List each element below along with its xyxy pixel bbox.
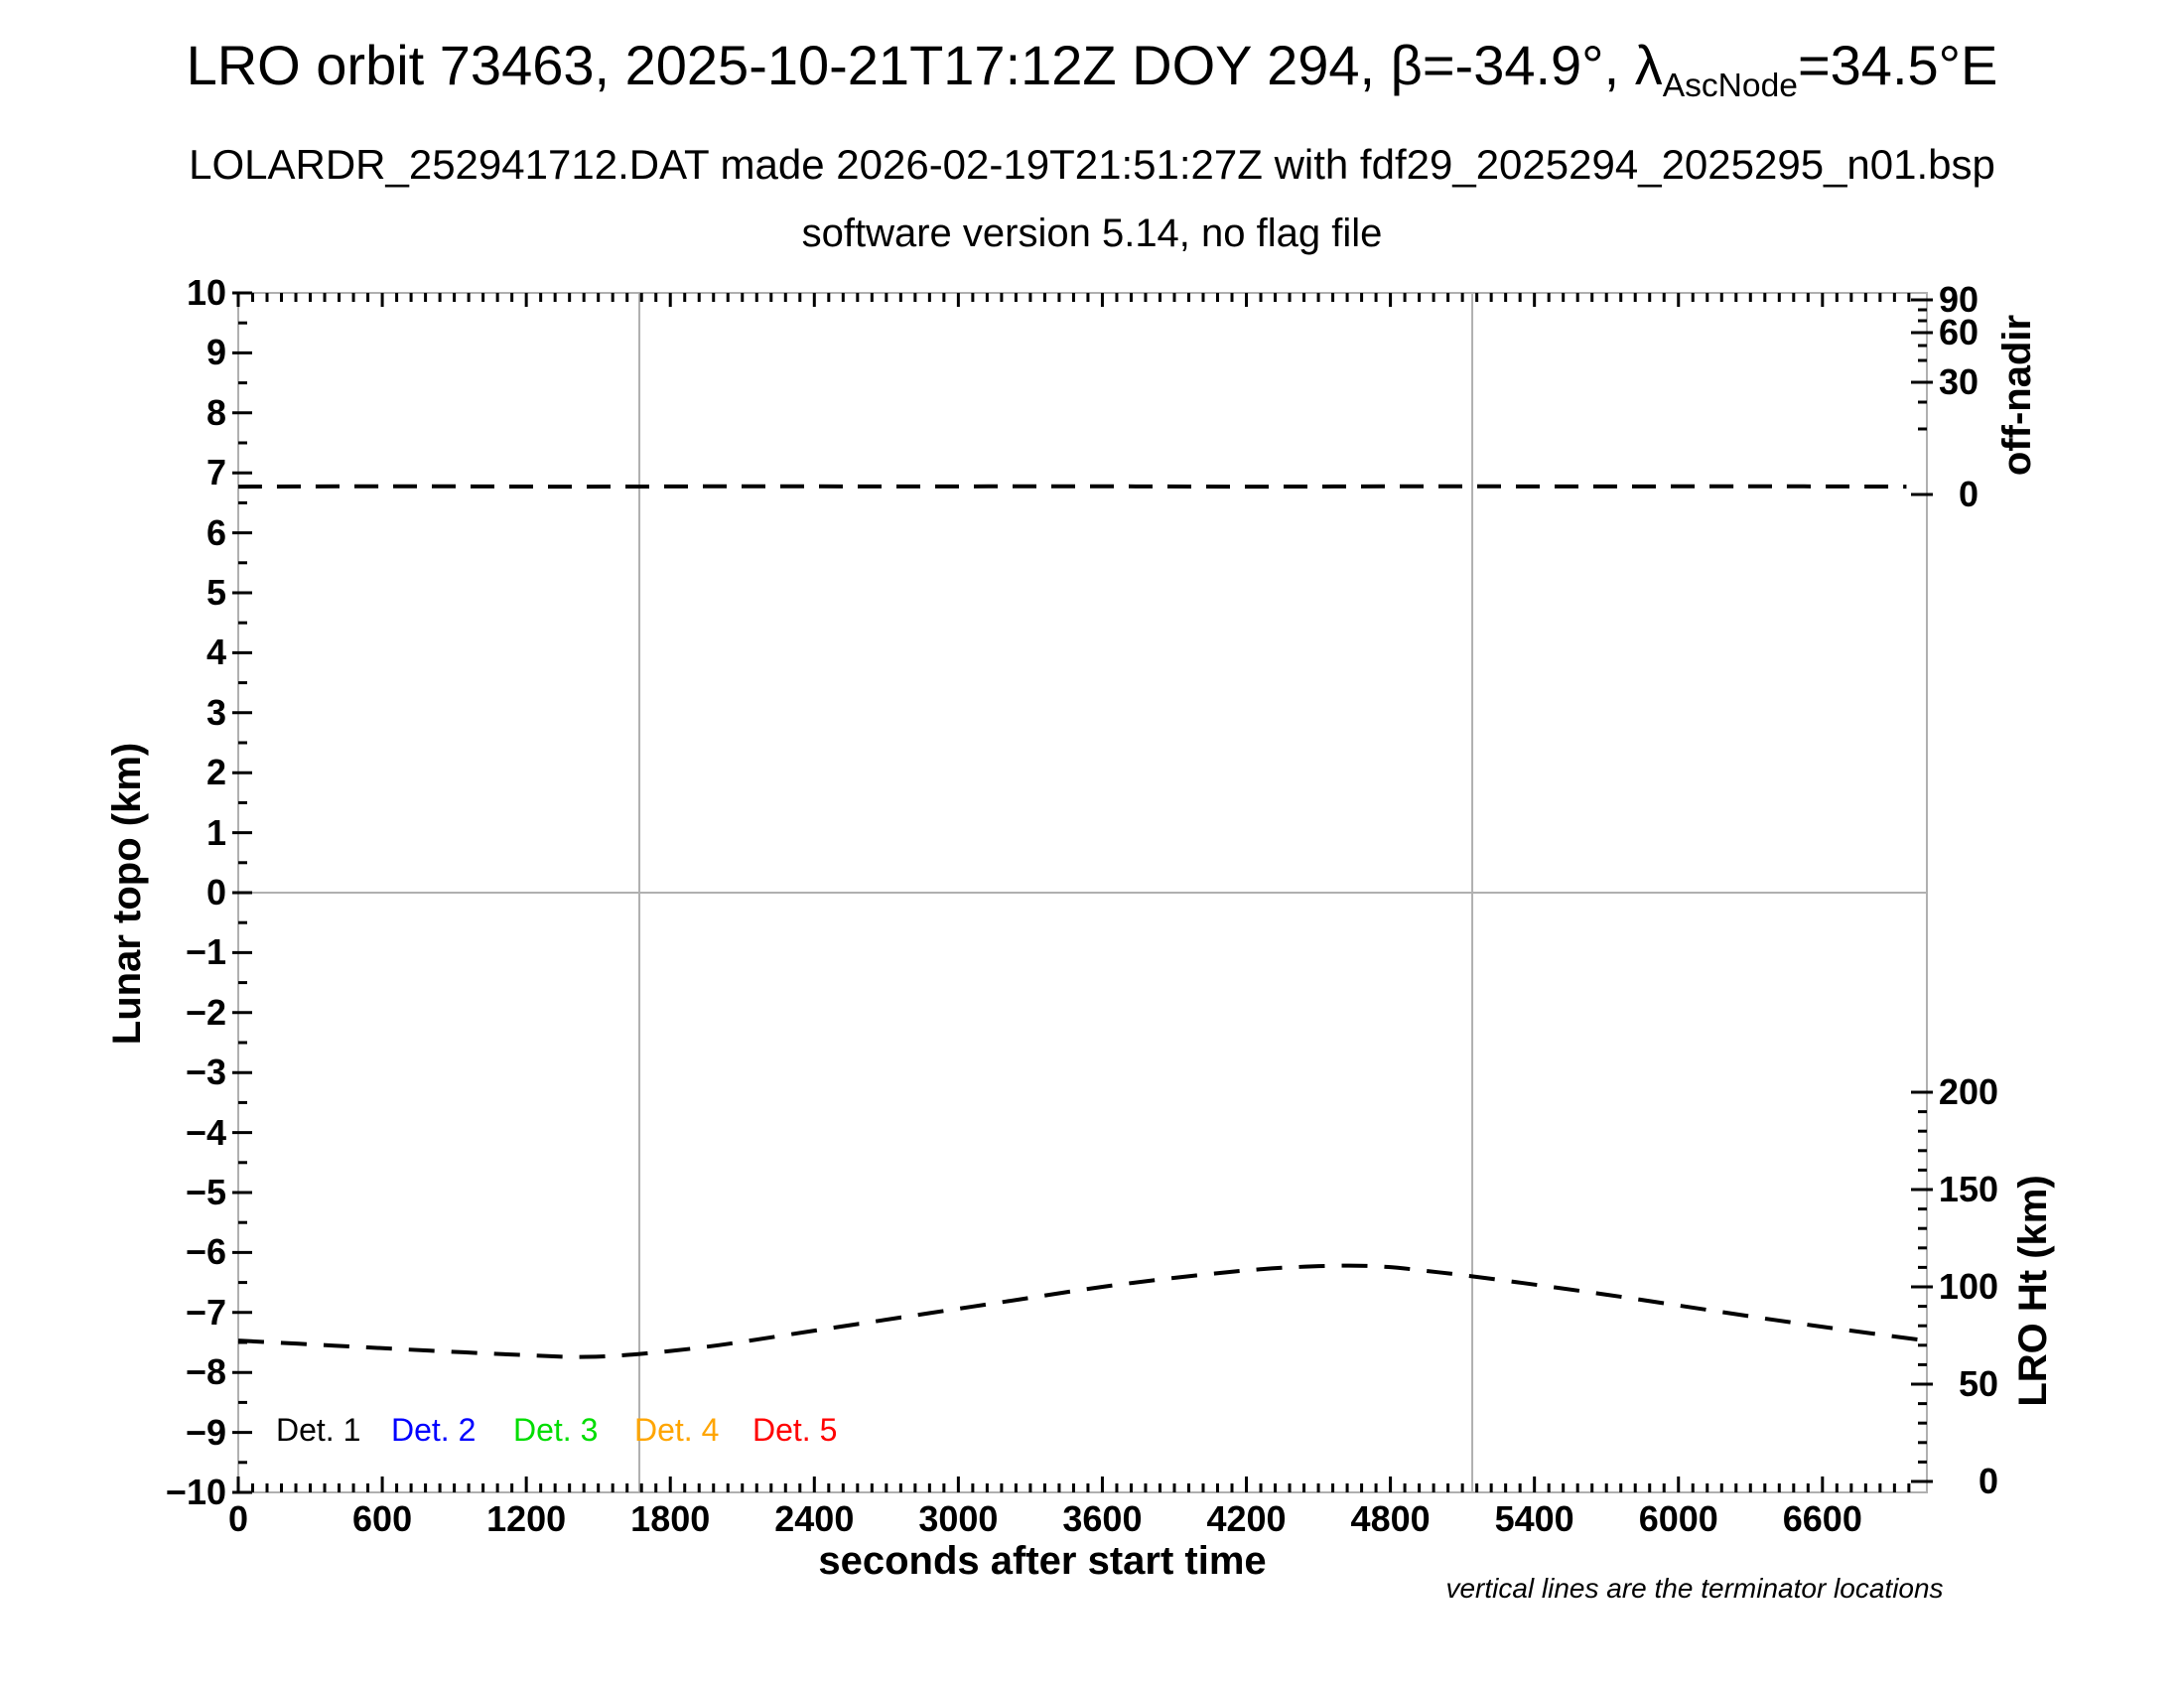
title-suffix: =34.5°E — [1797, 34, 1998, 96]
x-axis-title: seconds after start time — [818, 1539, 1267, 1583]
y-axis-title-left: Lunar topo (km) — [105, 742, 149, 1046]
x-tick-label: 1800 — [630, 1498, 711, 1539]
off-nadir-tick-label: 0 — [1958, 474, 1979, 514]
topo-tick-label: 9 — [205, 332, 226, 373]
subtitle-software: software version 5.14, no flag file — [801, 211, 1383, 255]
legend-item-det-2: Det. 2 — [391, 1412, 477, 1448]
topo-tick-label: 4 — [205, 632, 226, 673]
terminator-footnote: vertical lines are the terminator locati… — [1445, 1573, 1944, 1604]
off-nadir-tick-label: 90 — [1938, 279, 1979, 320]
topo-tick-label: −9 — [185, 1411, 226, 1453]
topo-tick-label: −10 — [165, 1472, 226, 1512]
topo-tick-label: 3 — [205, 691, 226, 733]
topo-tick-label: 10 — [186, 272, 226, 313]
topo-tick-label: 2 — [205, 752, 226, 793]
lro-ht-tick-label: 50 — [1958, 1363, 1998, 1404]
lro-ht-tick-label: 200 — [1938, 1071, 1998, 1112]
off-nadir-tick-label: 30 — [1938, 361, 1979, 402]
topo-tick-label: −6 — [185, 1231, 226, 1273]
x-tick-label: 4200 — [1206, 1498, 1287, 1539]
topo-tick-label: 0 — [205, 872, 226, 913]
off-nadir-tick-label: 60 — [1938, 312, 1979, 352]
topo-tick-label: −8 — [185, 1351, 226, 1393]
topo-tick-label: 1 — [205, 811, 226, 853]
series-LRO-height — [237, 1263, 1928, 1359]
x-tick-label: 6600 — [1782, 1498, 1862, 1539]
y-axis-title-off-nadir: off-nadir — [1995, 314, 2039, 477]
topo-tick-label: −2 — [185, 991, 226, 1033]
y-axis-title-lro-height: LRO Ht (km) — [2011, 1175, 2055, 1407]
x-tick-label: 4800 — [1350, 1498, 1431, 1539]
subtitle-file-info: LOLARDR_252941712.DAT made 2026-02-19T21… — [189, 141, 1995, 188]
x-tick-label: 5400 — [1494, 1498, 1574, 1539]
topo-tick-label: 5 — [205, 572, 226, 613]
title-prefix: LRO orbit 73463, 2025-10-21T17:12Z DOY 2… — [186, 34, 1663, 96]
topo-tick-label: −1 — [185, 931, 226, 973]
lro-ht-tick-label: 150 — [1938, 1169, 1998, 1209]
legend-item-det-3: Det. 3 — [513, 1412, 599, 1448]
page-title: LRO orbit 73463, 2025-10-21T17:12Z DOY 2… — [0, 34, 2184, 118]
x-tick-label: 2400 — [774, 1498, 855, 1539]
topo-tick-label: −5 — [185, 1172, 226, 1212]
topo-tick-label: −3 — [185, 1052, 226, 1093]
x-tick-label: 6000 — [1638, 1498, 1718, 1539]
legend-item-det-4: Det. 4 — [634, 1412, 720, 1448]
title-subscript: AscNode — [1662, 67, 1798, 104]
x-tick-label: 600 — [352, 1498, 413, 1539]
legend-item-det-1: Det. 1 — [276, 1412, 361, 1448]
topo-tick-label: −7 — [185, 1291, 226, 1333]
topo-tick-label: −4 — [185, 1111, 226, 1153]
legend-item-det-5: Det. 5 — [752, 1412, 838, 1448]
x-tick-label: 1200 — [486, 1498, 567, 1539]
topo-tick-label: 8 — [205, 391, 226, 433]
topo-tick-label: 6 — [205, 511, 226, 553]
lro-ht-tick-label: 0 — [1978, 1461, 1998, 1501]
x-tick-label: 3600 — [1062, 1498, 1143, 1539]
x-tick-label: 3000 — [918, 1498, 999, 1539]
x-tick-label: 0 — [227, 1498, 249, 1539]
lro-ht-tick-label: 100 — [1938, 1266, 1998, 1307]
topo-tick-label: 7 — [205, 452, 226, 493]
